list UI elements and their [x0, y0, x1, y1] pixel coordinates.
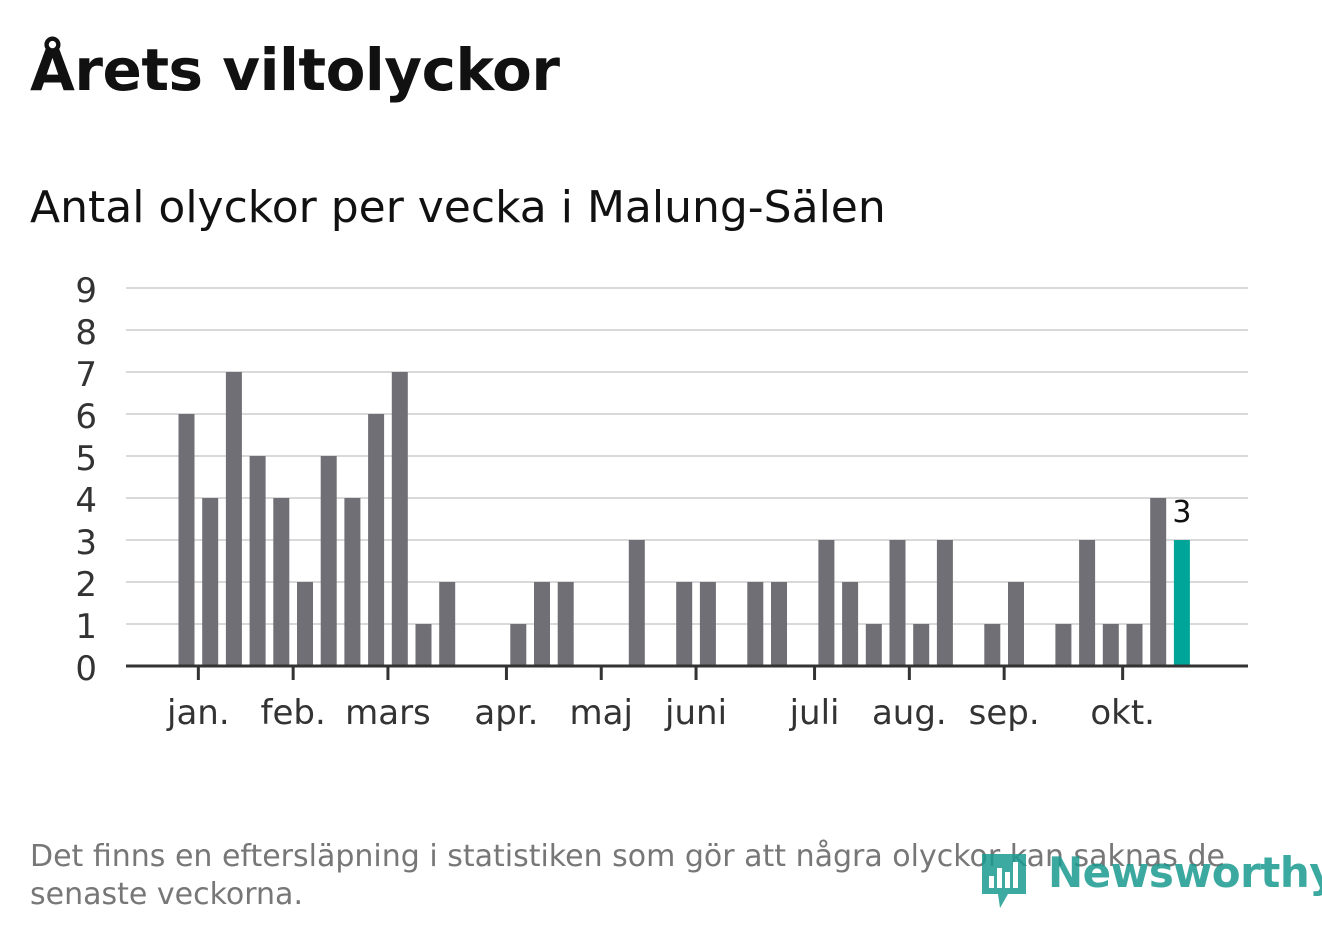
bar	[534, 582, 550, 666]
y-tick-label: 6	[75, 397, 97, 437]
x-tick-label: maj	[570, 693, 633, 733]
x-tick-label: mars	[345, 693, 431, 733]
bars: 3	[178, 372, 1191, 666]
bar	[297, 582, 313, 666]
y-tick-label: 8	[75, 313, 97, 353]
bar-data-label: 3	[1172, 495, 1191, 530]
bar	[1079, 540, 1096, 666]
bar-current-week	[1173, 540, 1190, 666]
bar	[628, 540, 645, 666]
x-tick-label: jan.	[166, 693, 230, 733]
bar	[747, 582, 764, 666]
newsworthy-logo: Newsworthy	[978, 844, 1322, 914]
y-tick-label: 3	[75, 523, 97, 563]
y-tick-label: 9	[75, 271, 97, 311]
bar	[1102, 624, 1119, 666]
bar	[984, 624, 1001, 666]
bar	[913, 624, 930, 666]
bar	[699, 582, 716, 666]
bar	[202, 498, 219, 666]
bar	[510, 624, 527, 666]
bar	[178, 414, 195, 666]
x-tick-label: okt.	[1090, 693, 1155, 733]
newsworthy-logo-icon	[982, 854, 1026, 908]
y-tick-label: 1	[75, 607, 97, 647]
chart-subtitle: Antal olyckor per vecka i Malung-Sälen	[30, 182, 886, 233]
bar	[249, 456, 266, 666]
bar	[1150, 498, 1167, 666]
bar	[676, 582, 693, 666]
bar	[818, 540, 835, 666]
x-tick-label: feb.	[261, 693, 326, 733]
y-tick-label: 7	[75, 355, 97, 395]
bar	[273, 498, 290, 666]
bar	[368, 414, 385, 666]
bar	[391, 372, 408, 666]
x-tick-label: juli	[789, 693, 840, 733]
x-tick-label: sep.	[969, 693, 1040, 733]
bar	[936, 540, 953, 666]
bar	[1055, 624, 1072, 666]
bar	[439, 582, 456, 666]
bar	[225, 372, 242, 666]
bar	[557, 582, 574, 666]
y-tick-label: 0	[75, 649, 97, 689]
x-tick-label: juni	[664, 693, 727, 733]
grid-lines	[126, 287, 1248, 625]
bar	[344, 498, 361, 666]
bar	[1126, 624, 1143, 666]
bar	[320, 456, 337, 666]
x-axis-ticks: jan. feb. mars apr. maj juni juli aug. sep. okt.	[166, 666, 1155, 733]
chart-title: Årets viltolyckor	[30, 36, 560, 104]
y-tick-label: 4	[75, 481, 97, 521]
x-tick-label: apr.	[474, 693, 538, 733]
bar	[771, 582, 787, 666]
bar	[865, 624, 882, 666]
x-tick-label: aug.	[872, 693, 947, 733]
y-tick-label: 5	[75, 439, 97, 479]
bar	[889, 540, 906, 666]
bar	[842, 582, 859, 666]
bar	[1008, 582, 1024, 666]
newsworthy-logo-text: Newsworthy	[1048, 848, 1322, 897]
y-tick-label: 2	[75, 565, 97, 605]
bar	[415, 624, 432, 666]
